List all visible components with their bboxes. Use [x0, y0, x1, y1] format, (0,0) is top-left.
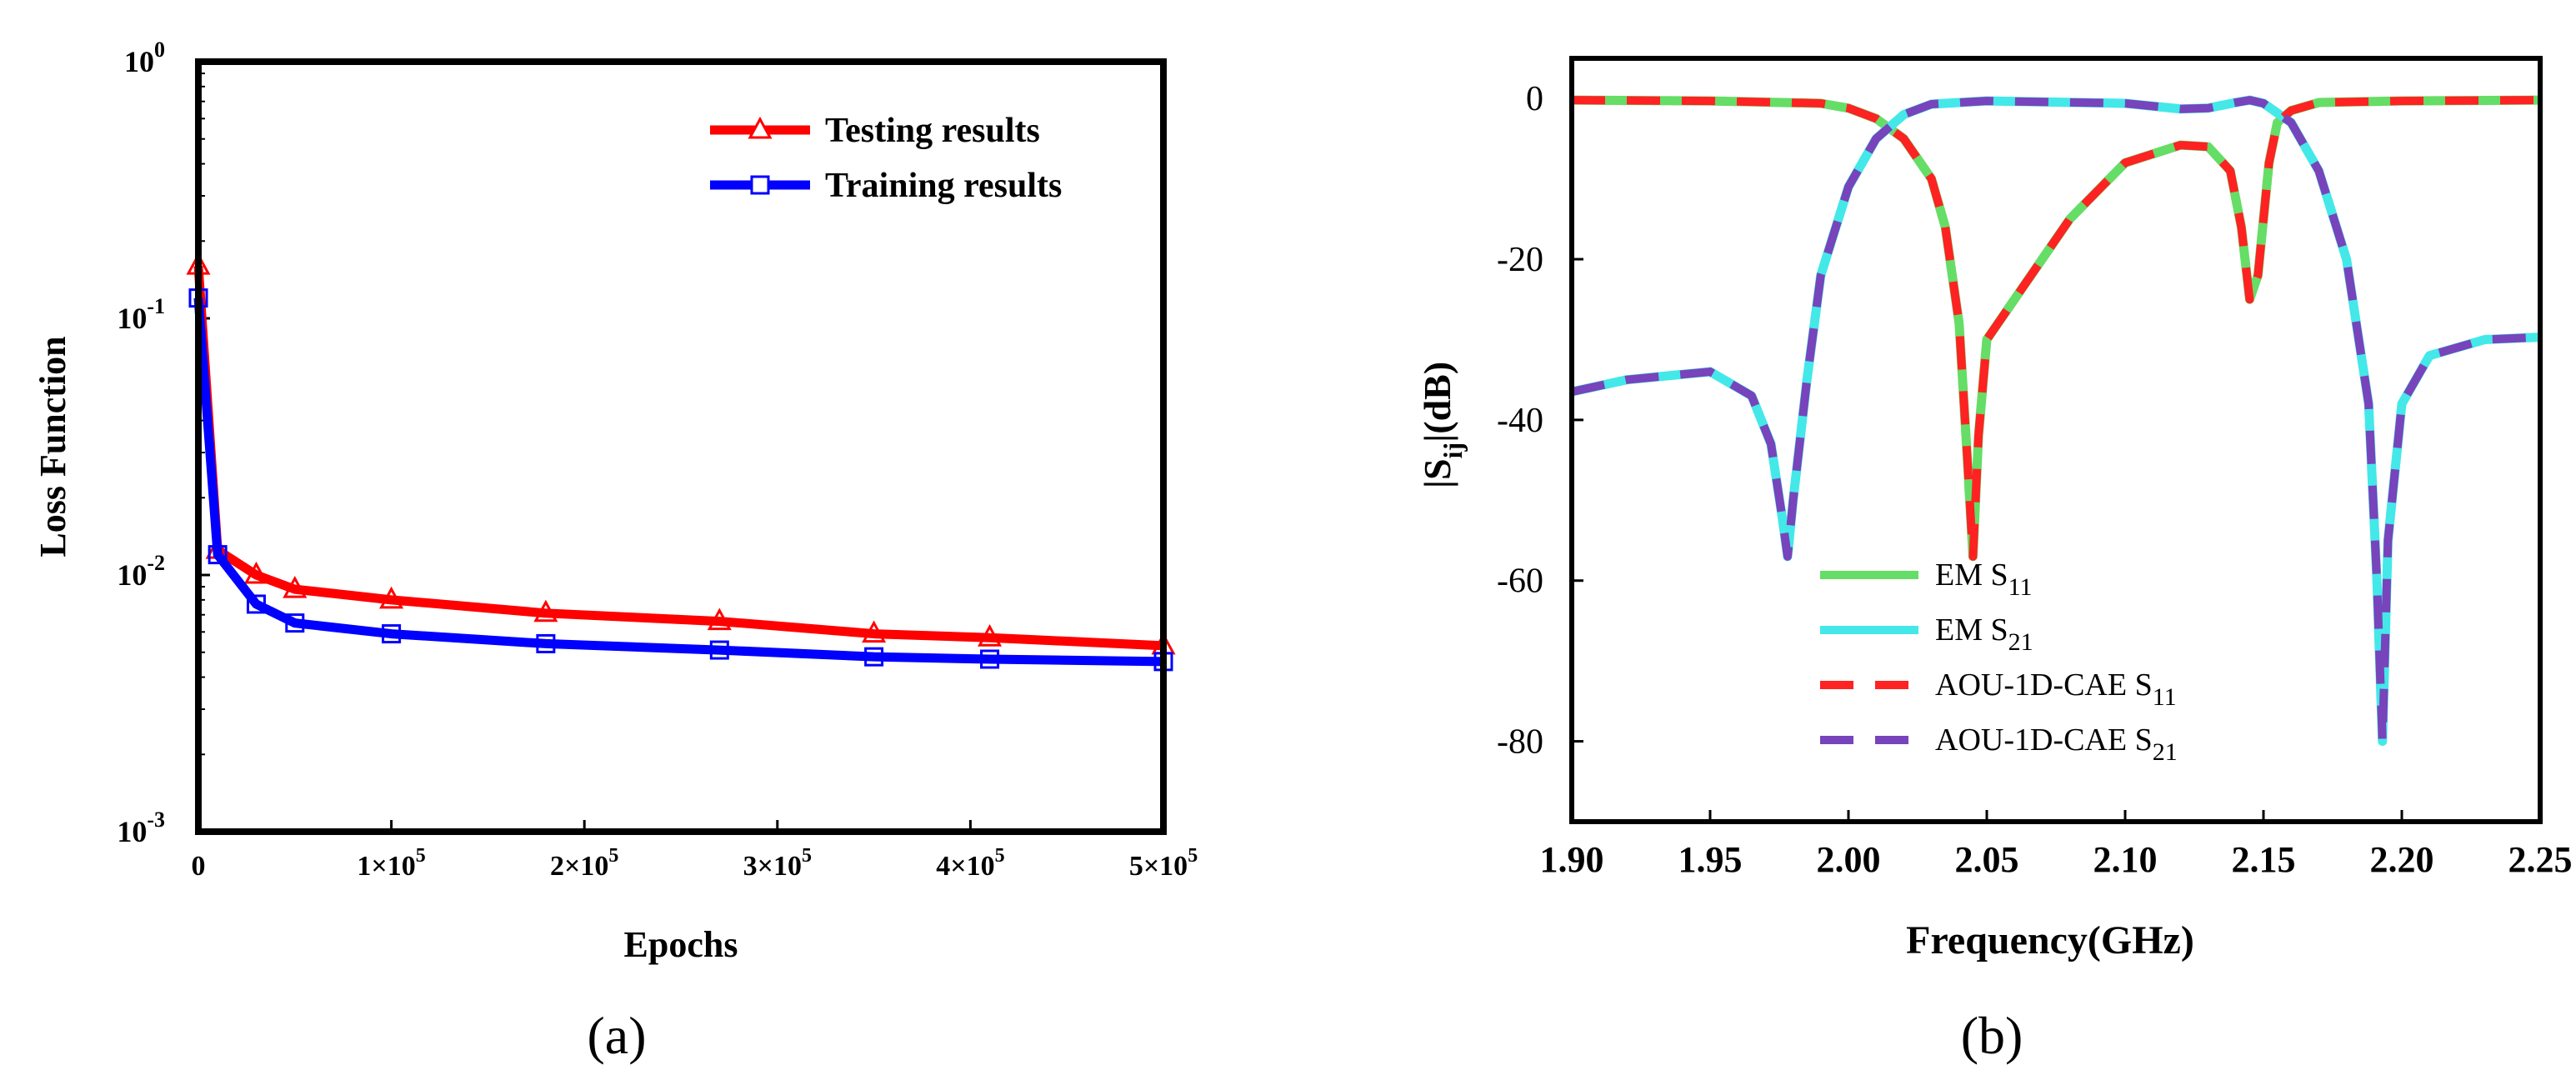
b-y-tick-label: -20 [1497, 241, 1543, 279]
a-point-marker [709, 640, 729, 660]
b-y-tick-label: 0 [1526, 80, 1543, 118]
b-series-em-s21 [1570, 95, 2541, 747]
b-legend-entry: EM S21 [1820, 612, 2033, 656]
panel-a-caption: (a) [587, 1006, 646, 1065]
b-y-tick-label: -40 [1497, 402, 1543, 440]
b-series-aou-1d-cae-s11 [1571, 96, 2541, 561]
b-x-tick-label: 1.90 [1540, 839, 1604, 880]
panel-b-plot-frame [1569, 56, 2543, 824]
a-x-tick-label: 5×105 [1129, 845, 1198, 882]
a-point-marker [246, 594, 266, 614]
a-point-marker [707, 608, 732, 631]
panel-b-y-axis-label: |Sij|(dB) [1416, 362, 1468, 488]
panel-a-x-axis-label: Epochs [624, 924, 738, 965]
a-legend-marker [748, 116, 773, 139]
b-x-tick-label: 2.05 [1955, 839, 2019, 880]
panel-b-x-axis-label: Frequency(GHz) [1906, 918, 2194, 962]
panel-a-tick-labels: 0 1×105 2×105 3×105 4×105 5×105 100 10-1 10-2 10-… [117, 38, 1198, 882]
b-y-tick-label: -60 [1497, 562, 1543, 601]
a-legend-label: Training results [825, 167, 1062, 205]
b-legend-label: EM S21 [1935, 612, 2033, 656]
b-legend-entry: AOU-1D-CAE S11 [1820, 668, 2177, 711]
a-legend-entry: Testing results [710, 112, 1040, 150]
a-x-tick-label: 1×105 [357, 845, 425, 882]
a-series-training [188, 288, 1173, 672]
a-point-marker [980, 649, 1000, 669]
panel-b-series [1570, 95, 2541, 747]
b-y-tick-label: -80 [1497, 723, 1543, 762]
b-x-tick-label: 2.15 [2232, 839, 2296, 880]
a-y-tick-label: 100 [124, 38, 165, 78]
b-x-tick-label: 1.95 [1678, 839, 1743, 880]
b-x-tick-label: 2.20 [2370, 839, 2434, 880]
a-point-marker [208, 545, 228, 565]
a-point-marker [864, 647, 884, 667]
a-legend-label: Testing results [825, 112, 1040, 150]
b-legend-entry: AOU-1D-CAE S21 [1820, 722, 2178, 766]
a-y-tick-label: 10-1 [117, 294, 165, 335]
a-point-marker [285, 613, 305, 633]
a-series-testing [186, 252, 1176, 655]
b-legend-label: EM S11 [1935, 558, 2033, 601]
panel-a-plot-frame [195, 58, 1167, 835]
b-x-tick-label: 2.10 [2093, 839, 2158, 880]
a-y-tick-label: 10-3 [117, 808, 165, 848]
a-point-marker [382, 624, 402, 644]
b-legend-label: AOU-1D-CAE S21 [1935, 722, 2178, 766]
b-legend-entry: EM S11 [1820, 558, 2033, 601]
a-point-marker [533, 599, 558, 622]
b-series-aou-1d-cae-s21 [1570, 96, 2541, 746]
a-point-marker [536, 633, 556, 653]
panel-b-tick-labels: 1.90 1.95 2.00 2.05 2.10 2.15 2.20 2.25 0 -20 -40 -… [1497, 80, 2573, 880]
a-point-marker [379, 586, 404, 609]
a-legend-marker [750, 175, 770, 195]
panel-a-y-axis-label: Loss Function [33, 336, 73, 557]
a-y-tick-label: 10-2 [117, 551, 165, 592]
b-legend-label: AOU-1D-CAE S11 [1935, 668, 2177, 711]
panel-b-sparameter-chart: 1.90 1.95 2.00 2.05 2.10 2.15 2.20 2.25 0 -20 -40 -… [1416, 56, 2573, 1065]
a-x-tick-label: 0 [192, 851, 206, 882]
a-point-marker [243, 561, 269, 584]
a-x-tick-label: 3×105 [743, 845, 812, 882]
panel-b-caption: (b) [1961, 1006, 2023, 1065]
a-legend-entry: Training results [710, 167, 1062, 205]
a-series-line [193, 265, 1164, 651]
a-point-marker [862, 620, 887, 643]
panel-a-legend: Testing results Training results [710, 112, 1062, 205]
a-point-marker [978, 624, 1003, 647]
a-point-marker [283, 575, 308, 598]
panel-a-loss-chart: 0 1×105 2×105 3×105 4×105 5×105 100 10-1 10-2 10-… [33, 38, 1198, 1065]
b-x-tick-label: 2.25 [2508, 839, 2573, 880]
a-series-line [193, 298, 1164, 667]
panel-b-legend: EM S11 EM S21 AOU-1D-CAE S11 AOU-1D-CAE S21 [1820, 558, 2178, 766]
a-x-tick-label: 2×105 [550, 845, 618, 882]
b-x-tick-label: 2.00 [1817, 839, 1881, 880]
a-x-tick-label: 4×105 [936, 845, 1004, 882]
panel-a-series [186, 252, 1176, 672]
